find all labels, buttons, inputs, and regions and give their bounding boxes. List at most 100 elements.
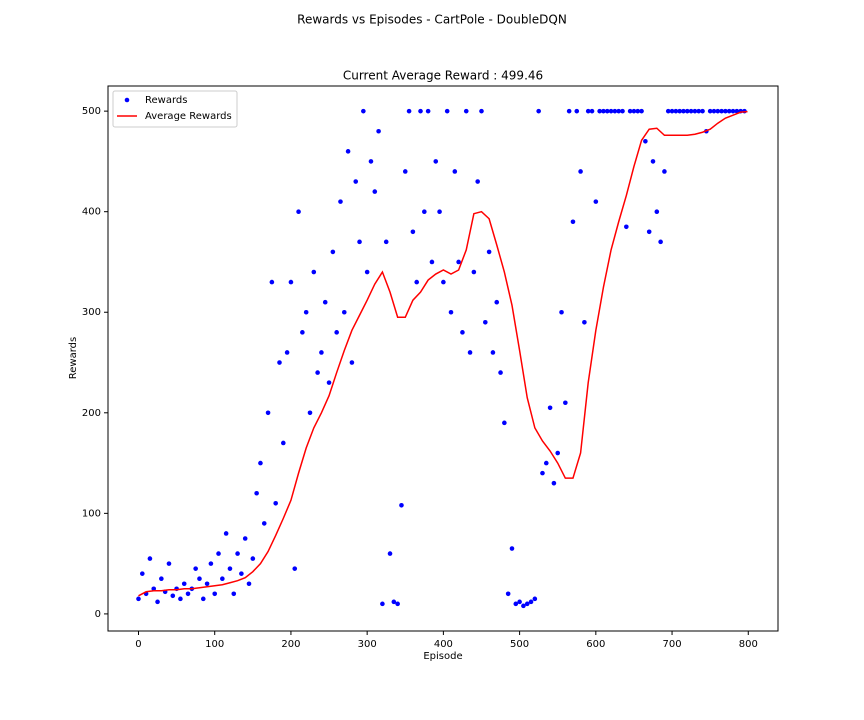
reward-point	[242, 536, 248, 541]
reward-point	[326, 380, 332, 385]
reward-point	[524, 601, 530, 607]
reward-point	[418, 108, 423, 114]
reward-point	[422, 209, 427, 214]
reward-point	[574, 108, 580, 114]
reward-point	[269, 279, 275, 285]
reward-point	[551, 480, 557, 486]
x-tick-label: 200	[281, 639, 300, 650]
reward-point	[414, 279, 420, 285]
reward-point	[387, 551, 393, 556]
reward-point	[643, 139, 648, 144]
reward-point	[566, 108, 572, 114]
reward-point	[604, 108, 610, 114]
reward-point	[204, 581, 210, 587]
reward-point	[402, 169, 408, 174]
reward-point	[151, 586, 157, 592]
reward-point	[181, 581, 187, 587]
reward-point	[315, 370, 320, 375]
x-tick-label: 300	[358, 639, 377, 650]
reward-point	[471, 269, 477, 275]
reward-point	[673, 108, 679, 114]
reward-point	[368, 159, 374, 164]
reward-point	[254, 490, 259, 496]
reward-point	[296, 209, 301, 214]
average-line	[138, 110, 748, 597]
reward-point	[441, 279, 446, 285]
reward-point	[700, 108, 705, 114]
reward-point	[235, 551, 240, 556]
reward-point	[528, 599, 534, 605]
reward-point	[330, 249, 336, 255]
reward-point	[452, 169, 458, 174]
y-tick-label: 400	[82, 207, 101, 218]
x-tick-label: 100	[205, 639, 224, 650]
legend-box	[112, 90, 238, 128]
reward-point	[624, 224, 629, 230]
reward-point	[216, 551, 221, 556]
reward-point	[555, 450, 561, 456]
reward-point	[140, 571, 145, 576]
reward-point	[284, 350, 290, 355]
reward-point	[300, 330, 305, 335]
y-tick-label: 200	[82, 408, 101, 419]
reward-point	[193, 566, 198, 571]
reward-point	[372, 189, 378, 194]
x-tick-label: 500	[510, 639, 529, 650]
chart-title: Current Average Reward : 499.46	[343, 69, 543, 83]
reward-point	[646, 229, 652, 235]
x-axis-label: Episode	[423, 651, 462, 662]
reward-point	[475, 179, 480, 184]
reward-point	[723, 108, 728, 114]
reward-point	[509, 546, 515, 551]
y-tick-label: 0	[95, 609, 101, 620]
legend-label: Rewards	[145, 95, 187, 106]
reward-point	[288, 279, 294, 285]
reward-point	[399, 503, 404, 508]
reward-point	[349, 360, 355, 365]
reward-point	[353, 179, 359, 184]
reward-point	[570, 219, 576, 225]
reward-point	[658, 239, 663, 245]
reward-point	[502, 420, 507, 426]
reward-point	[425, 108, 431, 114]
reward-point	[178, 596, 183, 602]
reward-point	[631, 108, 637, 114]
reward-point	[307, 410, 313, 416]
reward-point	[479, 108, 484, 114]
reward-point	[231, 591, 237, 597]
plot-frame	[107, 85, 779, 632]
reward-point	[608, 108, 614, 114]
reward-point	[494, 299, 500, 305]
reward-point	[612, 108, 618, 114]
reward-point	[406, 108, 412, 114]
reward-point	[616, 108, 621, 114]
reward-point	[185, 591, 191, 597]
x-tick-label: 700	[663, 639, 682, 650]
reward-point	[376, 128, 381, 134]
reward-point	[319, 350, 324, 355]
reward-point	[505, 591, 511, 597]
reward-point	[536, 108, 541, 114]
reward-point	[662, 169, 667, 174]
x-tick-label: 400	[434, 639, 453, 650]
reward-point	[448, 309, 454, 315]
reward-point	[345, 149, 351, 154]
reward-point	[433, 159, 439, 164]
reward-point	[677, 108, 682, 114]
reward-point	[635, 108, 641, 114]
reward-point	[707, 108, 713, 114]
reward-point	[361, 108, 366, 114]
reward-point	[540, 470, 545, 476]
reward-point	[669, 108, 675, 114]
reward-point	[463, 108, 469, 114]
reward-point	[650, 159, 656, 164]
x-tick-label: 600	[586, 639, 605, 650]
reward-point	[239, 571, 244, 576]
reward-point	[513, 601, 519, 607]
reward-point	[681, 108, 686, 114]
reward-point	[597, 108, 602, 114]
y-tick-label: 100	[82, 508, 101, 519]
y-axis-label: Rewards	[68, 337, 79, 379]
reward-point	[250, 556, 256, 561]
